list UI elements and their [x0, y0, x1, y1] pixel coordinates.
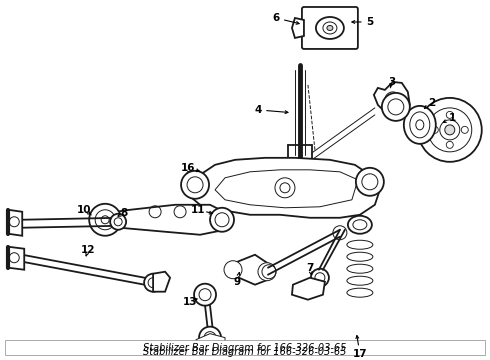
Text: 11: 11	[191, 205, 205, 215]
Ellipse shape	[404, 106, 436, 144]
Text: Stabilizer Bar Diagram for 166-326-03-65: Stabilizer Bar Diagram for 166-326-03-65	[143, 347, 347, 357]
Text: 3: 3	[388, 77, 395, 87]
Text: 13: 13	[183, 297, 197, 307]
Polygon shape	[8, 247, 24, 270]
Ellipse shape	[347, 288, 373, 297]
Text: Stabilizer Bar Diagram for 166-326-03-65: Stabilizer Bar Diagram for 166-326-03-65	[143, 343, 347, 353]
Circle shape	[181, 171, 209, 199]
Circle shape	[210, 208, 234, 232]
Text: 8: 8	[121, 208, 128, 218]
Text: 7: 7	[306, 263, 314, 273]
Circle shape	[110, 214, 126, 230]
Polygon shape	[230, 255, 270, 285]
Ellipse shape	[347, 276, 373, 285]
Text: 4: 4	[254, 105, 262, 115]
Text: 10: 10	[77, 205, 92, 215]
Ellipse shape	[347, 240, 373, 249]
Text: 17: 17	[353, 348, 367, 359]
Polygon shape	[292, 18, 304, 38]
Text: 1: 1	[449, 113, 456, 123]
Ellipse shape	[347, 252, 373, 261]
Text: 6: 6	[272, 13, 280, 23]
Polygon shape	[182, 158, 380, 218]
Polygon shape	[8, 210, 22, 236]
Ellipse shape	[347, 264, 373, 273]
Text: 9: 9	[233, 277, 241, 287]
Polygon shape	[95, 205, 230, 235]
Circle shape	[311, 269, 329, 287]
Circle shape	[445, 125, 455, 135]
FancyBboxPatch shape	[302, 7, 358, 49]
Polygon shape	[215, 170, 358, 208]
Circle shape	[89, 204, 121, 236]
Ellipse shape	[316, 17, 344, 39]
Circle shape	[224, 261, 242, 279]
Polygon shape	[153, 272, 170, 292]
Circle shape	[382, 93, 410, 121]
Circle shape	[194, 284, 216, 306]
Text: 12: 12	[81, 245, 96, 255]
Polygon shape	[374, 82, 410, 118]
Text: 2: 2	[428, 98, 436, 108]
FancyBboxPatch shape	[5, 339, 485, 355]
Ellipse shape	[327, 26, 333, 31]
Circle shape	[144, 274, 162, 292]
Circle shape	[356, 168, 384, 196]
Polygon shape	[196, 334, 225, 352]
Ellipse shape	[348, 216, 372, 234]
Text: 5: 5	[366, 17, 373, 27]
Circle shape	[418, 98, 482, 162]
Polygon shape	[292, 278, 325, 300]
Circle shape	[258, 263, 276, 281]
Text: 16: 16	[181, 163, 196, 173]
Circle shape	[199, 327, 221, 348]
